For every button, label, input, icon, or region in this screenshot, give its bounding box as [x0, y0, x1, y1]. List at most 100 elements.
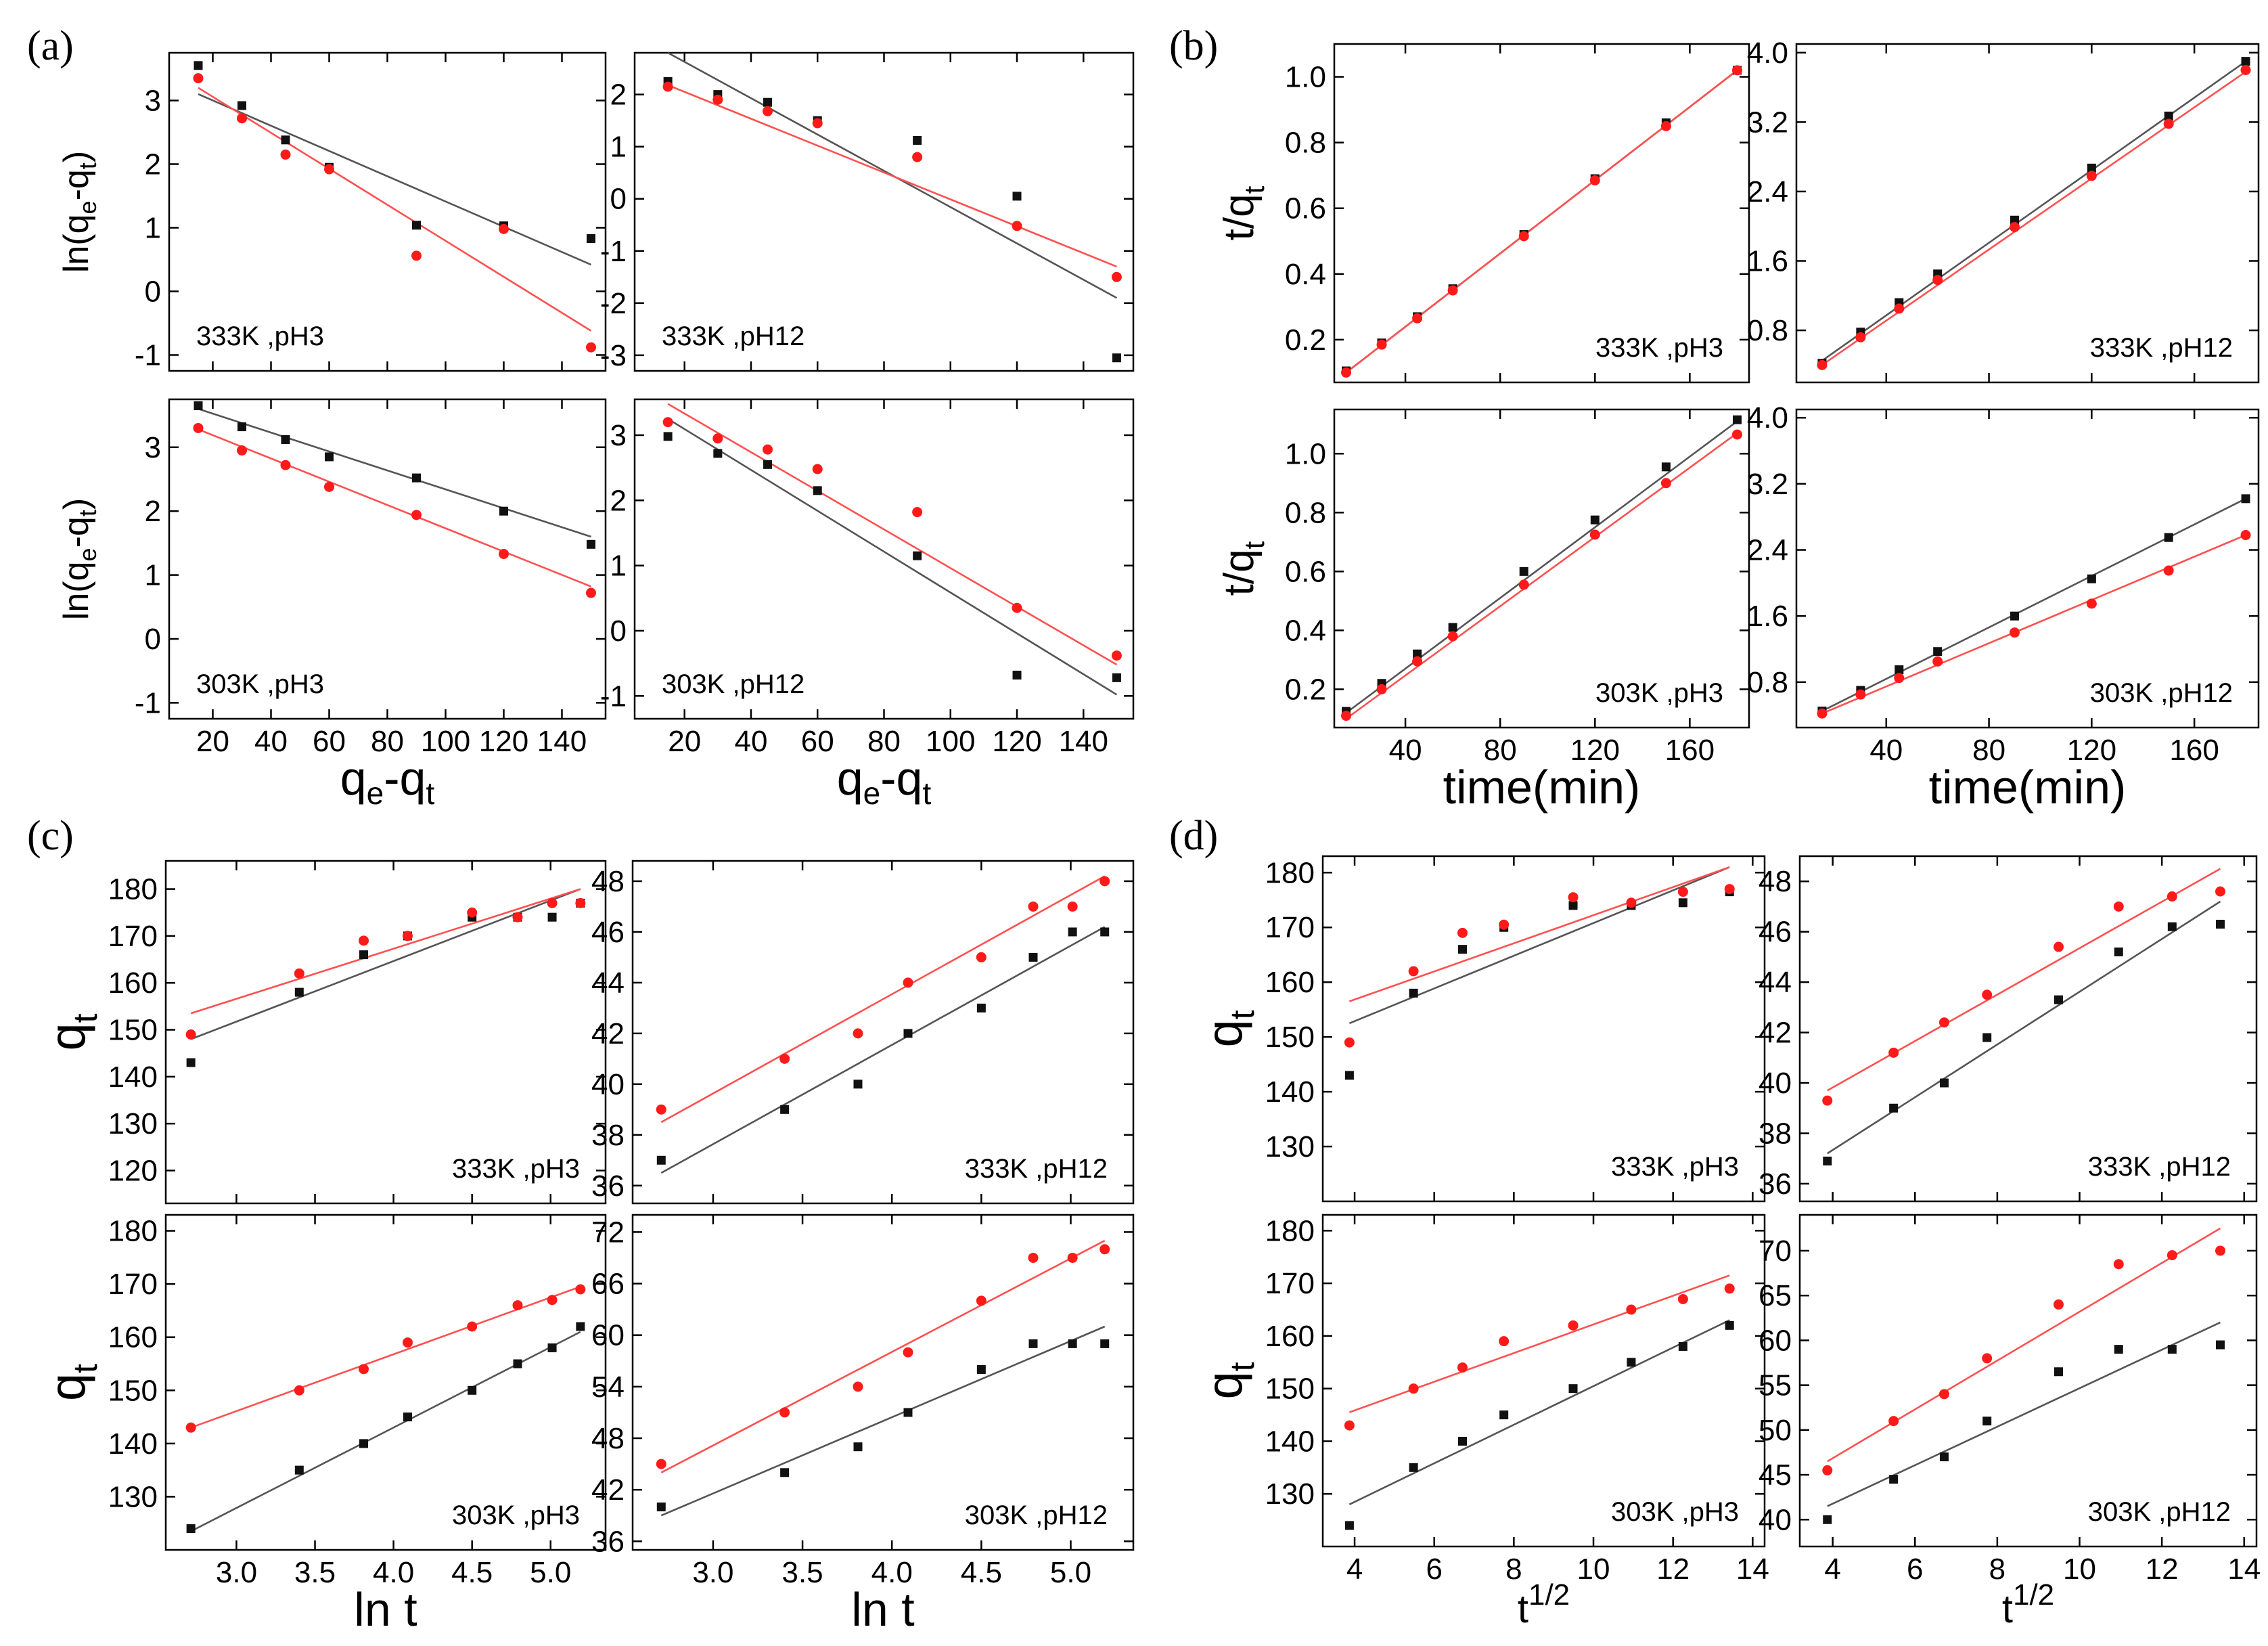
data-point-black — [1982, 1033, 1992, 1042]
data-point-red — [1408, 966, 1419, 977]
data-point-red — [1447, 285, 1458, 296]
y-tick-label: 38 — [591, 1119, 625, 1152]
panel-annotation: 333K ,pH3 — [452, 1154, 580, 1184]
y-tick-label: 130 — [1265, 1130, 1315, 1163]
y-tick-label: 1 — [145, 212, 161, 245]
y-tick-label: 3 — [610, 419, 627, 452]
data-point-red — [779, 1407, 790, 1418]
plot-frame — [1333, 43, 1750, 384]
y-tick-label: 1 — [145, 559, 161, 592]
x-tick-label: 160 — [1665, 734, 1715, 767]
x-axis-label: qe-qt — [837, 752, 932, 811]
data-point-red — [1099, 1244, 1110, 1255]
y-tick-label: 1 — [610, 550, 627, 583]
y-tick-label: 0.2 — [1285, 673, 1326, 706]
y-tick-label: 180 — [108, 873, 158, 906]
y-tick-label: 0.8 — [1747, 666, 1788, 699]
data-point-black — [1413, 649, 1422, 659]
x-tick-label: 4.5 — [451, 1556, 493, 1589]
panel-annotation: 333K ,pH3 — [1595, 333, 1723, 363]
data-point-black — [281, 435, 290, 444]
panel-annotation: 303K ,pH12 — [2090, 678, 2233, 708]
panel-annotation: 333K ,pH3 — [1611, 1152, 1739, 1182]
y-tick-label: 0 — [145, 623, 161, 656]
data-point-red — [1518, 231, 1529, 242]
y-tick-label: 48 — [1759, 865, 1792, 898]
y-tick-label: 160 — [108, 966, 158, 1000]
data-point-red — [1724, 1283, 1735, 1294]
data-point-red — [1457, 1362, 1468, 1373]
data-point-red — [1626, 1304, 1637, 1315]
data-point-black — [1933, 647, 1943, 657]
y-tick-label: 0.8 — [1285, 496, 1326, 529]
y-tick-label: 0.2 — [1285, 324, 1326, 357]
x-tick-label: 4 — [1346, 1553, 1363, 1586]
y-tick-label: 150 — [108, 1014, 158, 1047]
data-point-black — [853, 1442, 863, 1452]
data-point-black — [194, 61, 203, 70]
x-tick-label: 6 — [1907, 1553, 1923, 1586]
data-point-red — [1660, 120, 1671, 131]
y-tick-label: 0.6 — [1285, 555, 1326, 588]
data-point-red — [324, 481, 334, 492]
data-point-red — [2054, 941, 2064, 952]
data-point-red — [2054, 1299, 2064, 1310]
y-tick-label: 170 — [1265, 911, 1315, 944]
data-point-black — [2167, 922, 2177, 931]
data-point-black — [1823, 1156, 1832, 1165]
y-tick-label: -1 — [135, 686, 161, 719]
y-tick-label: 55 — [1759, 1369, 1792, 1402]
y-tick-label: 36 — [591, 1170, 625, 1203]
data-point-red — [1111, 650, 1122, 661]
y-tick-label: 130 — [108, 1107, 158, 1140]
data-point-red — [499, 548, 509, 559]
y-tick-label: 1.6 — [1747, 245, 1788, 278]
x-tick-label: 140 — [537, 725, 587, 758]
y-tick-label: 140 — [108, 1427, 158, 1461]
y-tick-label: 66 — [591, 1268, 625, 1301]
panel-annotation: 333K ,pH12 — [2088, 1152, 2231, 1182]
panel-annotation: 303K ,pH12 — [662, 669, 804, 699]
x-tick-label: 140 — [1059, 725, 1108, 758]
data-point-red — [903, 977, 913, 988]
x-tick-label: 40 — [1869, 734, 1903, 767]
data-point-black — [2010, 611, 2020, 621]
data-point-red — [1888, 1416, 1899, 1427]
data-point-red — [1938, 1017, 1949, 1028]
data-point-red — [403, 931, 413, 941]
x-tick-label: 8 — [1989, 1553, 2005, 1586]
data-point-black — [1678, 898, 1687, 908]
data-point-red — [359, 1364, 369, 1375]
data-point-red — [2240, 530, 2251, 541]
y-tick-label: 1.0 — [1285, 437, 1326, 470]
y-tick-label: 130 — [108, 1480, 158, 1513]
data-point-red — [1724, 884, 1735, 895]
data-point-black — [976, 1003, 986, 1013]
data-point-red — [512, 1300, 523, 1311]
fit-line-black — [198, 93, 592, 266]
data-point-red — [763, 444, 773, 455]
data-point-red — [656, 1104, 666, 1115]
fit-line-red — [1345, 432, 1738, 719]
data-point-black — [359, 950, 368, 960]
data-point-red — [1731, 429, 1742, 440]
data-point-red — [2113, 1259, 2124, 1270]
data-point-red — [1677, 887, 1688, 897]
y-tick-label: 180 — [108, 1215, 158, 1248]
y-tick-label: -2 — [600, 287, 627, 320]
data-point-black — [1012, 670, 1022, 680]
y-tick-label: 70 — [1759, 1234, 1792, 1268]
data-point-red — [1626, 897, 1637, 908]
data-point-red — [1111, 271, 1122, 282]
panel-letter: (d) — [1169, 813, 1218, 859]
data-point-black — [1112, 673, 1121, 682]
data-point-black — [2241, 494, 2250, 504]
data-point-red — [467, 1321, 478, 1332]
x-tick-label: 6 — [1426, 1553, 1442, 1586]
fit-line-red — [1348, 866, 1730, 1002]
data-point-red — [1589, 529, 1600, 540]
data-point-black — [1889, 1475, 1899, 1484]
data-point-red — [1341, 711, 1352, 721]
data-point-red — [1982, 1353, 1993, 1364]
data-point-red — [1067, 901, 1078, 912]
